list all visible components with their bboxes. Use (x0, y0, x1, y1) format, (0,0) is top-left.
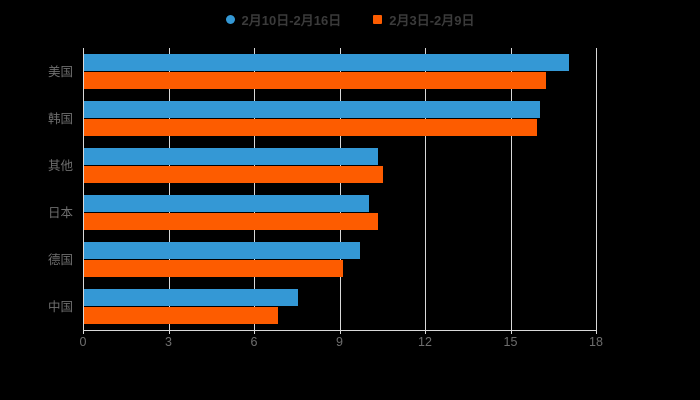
gridline-x (168, 48, 170, 331)
y-axis-labels: 美国韩国其他日本德国中国 (0, 48, 78, 331)
x-axis-tick-mark (510, 330, 512, 334)
gridline-x (339, 48, 341, 331)
chart-legend: 2月10日-2月16日 2月3日-2月9日 (0, 6, 700, 32)
y-axis-tick-label: 日本 (47, 206, 73, 221)
x-axis-tick-mark (425, 330, 426, 334)
legend-label-series-0: 2月10日-2月16日 (241, 12, 342, 28)
x-axis-tick-mark (83, 330, 84, 334)
x-axis-labels: 0 3 6 9 12 15 18 (79, 330, 603, 354)
x-axis-tick-label: 15 (503, 335, 518, 349)
gridline-x (254, 48, 255, 331)
x-axis-tick-mark (168, 330, 170, 334)
x-axis-tick-label: 6 (250, 335, 258, 349)
x-axis-tick-mark (339, 330, 341, 334)
x-axis-tick-label: 3 (165, 335, 172, 349)
bar[interactable] (84, 100, 540, 118)
y-axis-tick-label: 美国 (47, 64, 73, 79)
bar[interactable] (84, 53, 569, 71)
y-axis-tick-label: 德国 (47, 253, 73, 268)
legend-marker-square-icon (373, 14, 383, 24)
y-axis-tick-label: 韩国 (47, 111, 73, 126)
x-axis-tick-label: 18 (589, 335, 603, 349)
y-axis-line (83, 48, 84, 331)
x-axis-tick-label: 12 (418, 335, 432, 349)
bar[interactable] (84, 242, 361, 260)
gridline-x (596, 48, 597, 331)
bar[interactable] (84, 118, 538, 136)
bar-group (84, 53, 597, 90)
legend-item-series-0[interactable]: 2月10日-2月16日 (225, 10, 342, 29)
bar-group (84, 289, 597, 325)
gridline-x (510, 48, 512, 331)
bar[interactable] (84, 213, 378, 231)
x-axis-tick-label: 0 (79, 335, 87, 349)
bar[interactable] (84, 71, 546, 89)
bar[interactable] (84, 307, 278, 325)
bar-group (84, 195, 597, 231)
x-axis-tick-mark (596, 330, 597, 334)
bar-group (84, 100, 597, 137)
plot-area (83, 48, 597, 331)
bar[interactable] (84, 147, 378, 165)
bar[interactable] (84, 260, 344, 278)
legend-marker-circle-icon (225, 14, 235, 24)
x-axis-tick-label: 9 (336, 335, 343, 349)
legend-item-series-1[interactable]: 2月3日-2月9日 (373, 10, 474, 29)
x-axis-tick-mark (254, 330, 255, 334)
legend-label-series-1: 2月3日-2月9日 (389, 12, 475, 28)
bar-group (84, 242, 597, 278)
y-axis-tick-label: 其他 (47, 158, 73, 173)
bar[interactable] (84, 289, 298, 307)
bar-group (84, 147, 597, 184)
y-axis-tick-label: 中国 (47, 300, 73, 315)
bar[interactable] (84, 165, 384, 183)
gridline-x (425, 48, 426, 331)
bar[interactable] (84, 195, 369, 213)
